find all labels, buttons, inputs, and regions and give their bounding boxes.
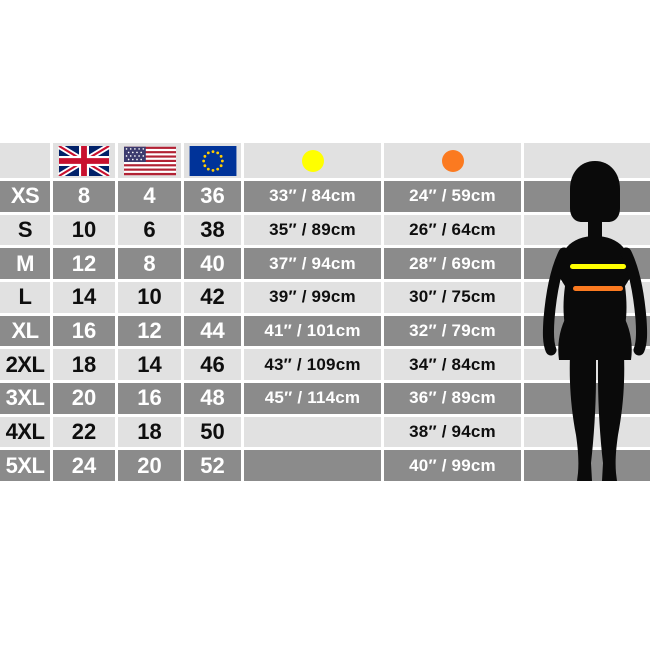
size-label: L [0,282,50,313]
size-label: 5XL [0,450,50,482]
size-label: 3XL [0,383,50,414]
waist-measurement: 30″ / 75cm [384,282,521,313]
header-uk-cell [53,143,115,178]
us-size: 6 [118,214,181,246]
waist-measurement: 34″ / 84cm [384,349,521,381]
header-waist-cell [384,143,521,178]
waist-marker-dot-icon [441,149,464,172]
uk-size: 18 [53,349,115,381]
bust-measurement: 37″ / 94cm [244,248,381,280]
eu-size: 42 [184,282,241,313]
eu-size: 38 [184,214,241,246]
size-label: 4XL [0,416,50,448]
waist-measurement: 36″ / 89cm [384,383,521,414]
table-row-4xl: 4XL 22 18 50 38″ / 94cm [0,416,650,448]
table-row-xl: XL 16 12 44 41″ / 101cm 32″ / 79cm [0,315,650,347]
us-size: 10 [118,282,181,313]
eu-size: 52 [184,450,241,482]
waist-measurement: 26″ / 64cm [384,214,521,246]
bust-marker-dot-icon [301,149,324,172]
figure-band [524,282,650,313]
waist-measurement: 28″ / 69cm [384,248,521,280]
us-flag-icon [123,146,176,175]
header-bust-cell [244,143,381,178]
size-label: XS [0,181,50,212]
table-row-l: L 14 10 42 39″ / 99cm 30″ / 75cm [0,282,650,313]
us-size: 18 [118,416,181,448]
table-row-5xl: 5XL 24 20 52 40″ / 99cm [0,450,650,482]
bust-measurement: 33″ / 84cm [244,181,381,212]
header-row [0,143,650,178]
table-row-m: M 12 8 40 37″ / 94cm 28″ / 69cm [0,248,650,280]
us-size: 12 [118,315,181,347]
eu-flag-icon [189,145,236,176]
us-size: 4 [118,181,181,212]
size-chart-table: XS 8 4 36 33″ / 84cm 24″ / 59cm S 10 6 3… [0,143,650,482]
waist-measurement: 40″ / 99cm [384,450,521,482]
bust-measurement [244,450,381,482]
bust-measurement: 43″ / 109cm [244,349,381,381]
waist-measurement: 24″ / 59cm [384,181,521,212]
figure-band [524,315,650,347]
size-label: 2XL [0,349,50,381]
figure-band [524,383,650,414]
uk-size: 14 [53,282,115,313]
eu-size: 46 [184,349,241,381]
bust-measurement: 39″ / 99cm [244,282,381,313]
uk-size: 10 [53,214,115,246]
figure-band [524,349,650,381]
header-corner-cell [0,143,50,178]
eu-size: 48 [184,383,241,414]
size-label: XL [0,315,50,347]
bust-measurement: 41″ / 101cm [244,315,381,347]
us-size: 16 [118,383,181,414]
uk-size: 22 [53,416,115,448]
eu-size: 40 [184,248,241,280]
header-figure-cell [524,143,650,178]
table-row-s: S 10 6 38 35″ / 89cm 26″ / 64cm [0,214,650,246]
us-size: 14 [118,349,181,381]
figure-band [524,450,650,482]
uk-flag-icon [58,145,110,176]
figure-band [524,214,650,246]
size-label: S [0,214,50,246]
table-row-2xl: 2XL 18 14 46 43″ / 109cm 34″ / 84cm [0,349,650,381]
size-label: M [0,248,50,280]
us-size: 8 [118,248,181,280]
eu-size: 50 [184,416,241,448]
header-eu-cell [184,143,241,178]
figure-band [524,248,650,280]
table-row-3xl: 3XL 20 16 48 45″ / 114cm 36″ / 89cm [0,383,650,414]
bust-measurement: 45″ / 114cm [244,383,381,414]
figure-band [524,181,650,212]
bust-measurement [244,416,381,448]
uk-size: 12 [53,248,115,280]
uk-size: 16 [53,315,115,347]
uk-size: 24 [53,450,115,482]
eu-size: 44 [184,315,241,347]
uk-size: 20 [53,383,115,414]
table-row-xs: XS 8 4 36 33″ / 84cm 24″ / 59cm [0,181,650,212]
bust-measurement: 35″ / 89cm [244,214,381,246]
waist-measurement: 32″ / 79cm [384,315,521,347]
us-size: 20 [118,450,181,482]
uk-size: 8 [53,181,115,212]
header-us-cell [118,143,181,178]
waist-measurement: 38″ / 94cm [384,416,521,448]
figure-band [524,416,650,448]
eu-size: 36 [184,181,241,212]
